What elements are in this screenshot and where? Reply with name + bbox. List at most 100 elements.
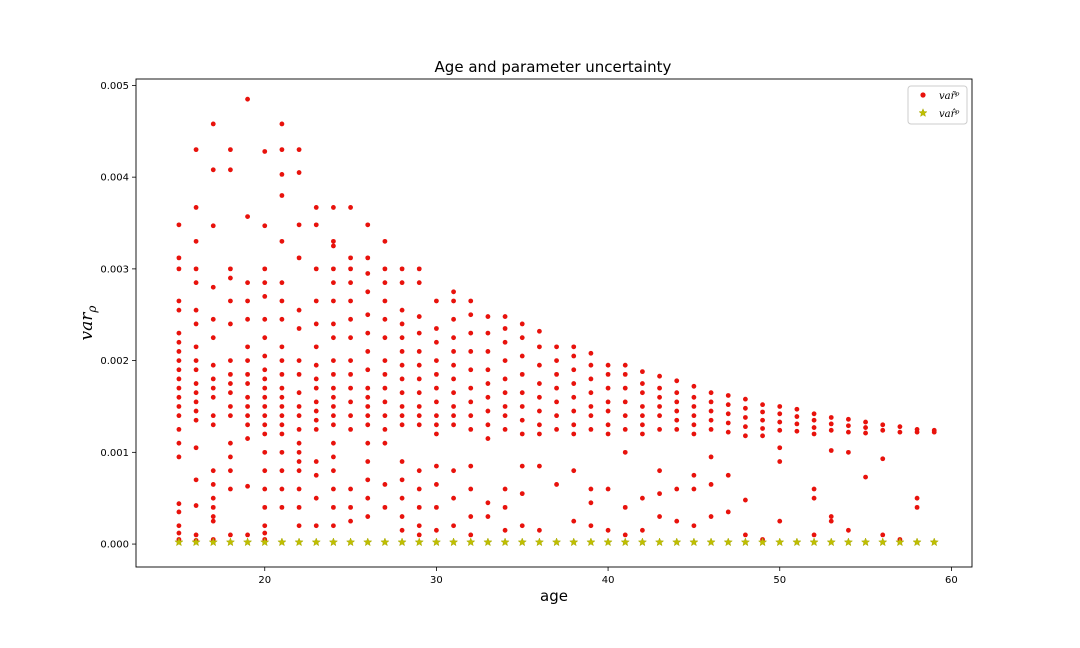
data-point-red (348, 205, 353, 210)
data-point-star (809, 537, 819, 547)
data-point-red (794, 414, 800, 419)
data-point-red (640, 381, 645, 386)
data-point-red (863, 425, 868, 430)
data-point-red (451, 523, 456, 529)
x-axis-label: age (540, 587, 568, 605)
data-point-red (434, 482, 439, 487)
data-point-red (313, 408, 319, 414)
x-tick-label: 20 (258, 575, 271, 586)
data-point-red (228, 413, 233, 419)
data-point-red (657, 491, 662, 497)
data-point-red (571, 431, 577, 437)
data-point-red (399, 413, 405, 419)
x-tick-label: 50 (773, 575, 786, 586)
data-point-red (605, 431, 611, 437)
data-point-red (296, 326, 302, 331)
data-point-red (468, 298, 474, 304)
data-point-red (451, 298, 456, 304)
data-point-red (777, 518, 783, 524)
data-point-red (399, 307, 405, 313)
data-point-red (331, 205, 336, 210)
data-point-red (828, 421, 834, 427)
data-point-red (365, 222, 371, 228)
data-point-red (674, 378, 680, 384)
data-point-red (365, 330, 371, 336)
data-point-red (365, 459, 371, 464)
data-point-red (331, 404, 336, 409)
data-point-red (313, 362, 319, 368)
data-point-red (245, 404, 250, 409)
data-point-red (176, 266, 182, 272)
data-point-red (176, 413, 182, 419)
data-point-red (210, 376, 216, 382)
data-point-red (708, 417, 714, 423)
data-point-red (846, 449, 851, 455)
data-point-red (657, 427, 662, 432)
data-point-red (571, 422, 577, 428)
data-point-red (537, 394, 542, 400)
data-point-red (588, 523, 594, 529)
data-point-red (811, 532, 817, 538)
data-point-red (416, 504, 422, 510)
data-point-red (176, 222, 182, 228)
data-point-red (485, 314, 491, 319)
data-point-red (691, 394, 697, 400)
data-point-red (313, 495, 319, 501)
data-point-red (176, 454, 182, 460)
data-point-red (245, 436, 250, 441)
data-point-star (654, 537, 665, 547)
data-point-red (502, 504, 508, 510)
data-point-red (640, 422, 645, 428)
data-point-red (605, 486, 611, 492)
data-point-red (828, 514, 834, 519)
data-point-red (605, 399, 611, 405)
data-point-red (657, 413, 662, 419)
data-point-red (416, 390, 422, 396)
data-point-red (605, 385, 611, 391)
data-point-red (228, 404, 233, 409)
y-tick-label: 0.005 (100, 81, 129, 92)
data-point-red (399, 376, 405, 382)
data-point-red (708, 427, 714, 432)
data-point-red (176, 440, 182, 446)
data-point-red (348, 518, 353, 524)
data-point-red (468, 330, 474, 336)
data-point-red (537, 344, 542, 350)
data-point-red (468, 514, 474, 519)
data-point-red (846, 416, 851, 422)
data-point-red (313, 472, 319, 478)
data-point-red (451, 362, 456, 368)
data-point-red (245, 394, 250, 400)
data-point-star (277, 537, 287, 547)
data-point-red (725, 393, 731, 398)
data-point-red (176, 376, 182, 382)
data-point-red (691, 404, 697, 409)
data-point-red (897, 429, 903, 435)
data-point-red (399, 404, 405, 409)
data-point-red (588, 404, 594, 409)
data-point-red (811, 411, 817, 417)
data-point-red (262, 294, 268, 299)
data-point-red (399, 477, 405, 483)
data-point-red (434, 339, 439, 345)
data-point-red (331, 394, 336, 400)
data-point-red (313, 427, 319, 432)
data-point-red (331, 371, 336, 377)
data-point-red (279, 431, 285, 437)
data-point-red (794, 428, 800, 434)
data-point-red (262, 223, 268, 229)
data-point-red (279, 298, 285, 304)
data-point-red (296, 486, 302, 492)
data-point-red (331, 413, 336, 419)
data-point-red (640, 413, 645, 419)
data-point-red (176, 339, 182, 345)
data-point-red (434, 413, 439, 419)
data-point-star (586, 537, 596, 547)
data-point-red (210, 495, 216, 501)
data-point-red (828, 415, 834, 420)
data-point-red (640, 404, 645, 409)
data-point-red (382, 504, 388, 510)
data-point-star (517, 537, 527, 547)
data-point-red (811, 486, 817, 492)
data-point-red (193, 307, 199, 313)
